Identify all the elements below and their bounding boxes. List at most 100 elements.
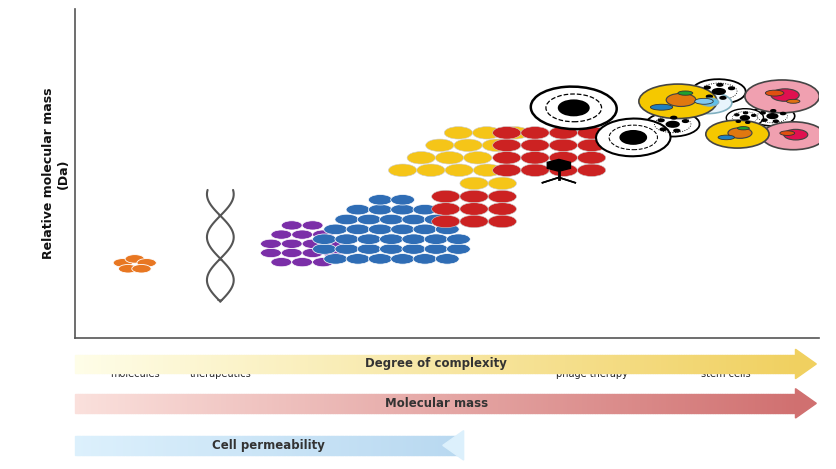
Bar	[612, 394, 614, 413]
Bar	[441, 355, 443, 373]
Bar	[99, 436, 101, 454]
Bar	[460, 436, 461, 454]
Bar	[361, 436, 363, 454]
Circle shape	[446, 234, 471, 244]
Bar	[275, 394, 278, 413]
Bar	[571, 394, 573, 413]
Text: Nucleic acid
therapeutics: Nucleic acid therapeutics	[190, 357, 251, 379]
Bar	[146, 436, 147, 454]
Bar	[256, 436, 257, 454]
Bar	[631, 355, 634, 373]
Bar	[336, 436, 337, 454]
Circle shape	[767, 113, 777, 119]
Bar	[223, 436, 225, 454]
Bar	[517, 355, 520, 373]
Bar	[78, 436, 79, 454]
Bar	[780, 394, 782, 413]
Text: Molecular mass: Molecular mass	[385, 397, 487, 410]
Bar	[645, 355, 648, 373]
Bar	[229, 436, 230, 454]
Bar	[247, 436, 248, 454]
Bar	[242, 436, 243, 454]
Bar	[303, 355, 306, 373]
Bar	[544, 394, 547, 413]
Bar	[181, 355, 183, 373]
Bar	[287, 436, 288, 454]
Bar	[561, 355, 563, 373]
Circle shape	[492, 151, 521, 164]
Circle shape	[460, 203, 488, 215]
Bar	[444, 436, 446, 454]
Circle shape	[501, 127, 529, 139]
Bar	[155, 355, 157, 373]
Bar	[306, 436, 308, 454]
Bar	[426, 355, 429, 373]
Bar	[590, 355, 593, 373]
Bar	[205, 394, 207, 413]
Bar	[448, 436, 449, 454]
Bar	[737, 394, 739, 413]
Bar	[344, 355, 347, 373]
Bar	[353, 436, 354, 454]
Circle shape	[282, 221, 302, 230]
Bar	[691, 355, 694, 373]
Bar	[782, 355, 785, 373]
Bar	[650, 394, 653, 413]
Bar	[220, 436, 221, 454]
Bar	[196, 394, 198, 413]
Bar	[278, 394, 280, 413]
Bar	[144, 436, 145, 454]
Bar	[186, 394, 188, 413]
Bar	[558, 394, 561, 413]
Bar	[461, 436, 462, 454]
Bar	[790, 355, 793, 373]
Bar	[174, 394, 176, 413]
Circle shape	[704, 86, 711, 89]
Bar	[604, 394, 607, 413]
Bar	[145, 436, 146, 454]
Bar	[320, 436, 322, 454]
Bar	[78, 394, 80, 413]
Bar	[85, 436, 87, 454]
Bar	[274, 436, 275, 454]
Bar	[405, 394, 407, 413]
Bar	[744, 394, 747, 413]
Bar	[626, 394, 629, 413]
Bar	[191, 394, 193, 413]
Bar	[294, 436, 296, 454]
Bar	[246, 436, 247, 454]
Bar	[472, 394, 475, 413]
Bar	[306, 355, 308, 373]
Bar	[122, 436, 123, 454]
Bar	[372, 436, 373, 454]
Bar	[525, 355, 528, 373]
Bar	[456, 436, 457, 454]
Bar	[508, 355, 511, 373]
Bar	[383, 394, 385, 413]
Bar	[388, 355, 390, 373]
Bar	[400, 436, 401, 454]
Bar	[364, 394, 366, 413]
Bar	[426, 394, 429, 413]
Bar	[135, 394, 138, 413]
Bar	[706, 394, 708, 413]
Bar	[761, 355, 763, 373]
Bar	[443, 355, 446, 373]
Bar	[222, 355, 224, 373]
Bar	[232, 394, 234, 413]
Bar	[484, 355, 487, 373]
Bar	[614, 355, 616, 373]
Bar	[638, 355, 640, 373]
Bar	[210, 355, 212, 373]
Bar	[706, 355, 708, 373]
Bar	[578, 355, 580, 373]
Ellipse shape	[596, 119, 670, 156]
Bar	[517, 394, 520, 413]
Bar	[475, 394, 477, 413]
Bar	[449, 436, 451, 454]
Bar	[616, 394, 619, 413]
Bar	[722, 394, 725, 413]
Bar	[234, 436, 235, 454]
Bar	[665, 394, 667, 413]
Circle shape	[292, 230, 313, 239]
